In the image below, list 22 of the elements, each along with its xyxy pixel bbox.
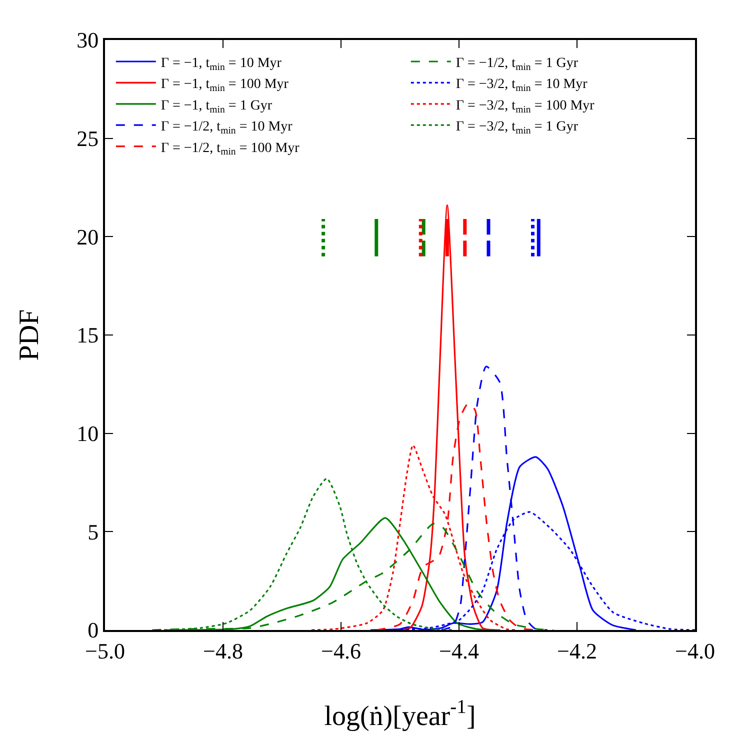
legend-label: Γ = −1/2, t$_{min}$ = 100 Myr [160,140,300,158]
y-tick-label: 10 [76,421,99,446]
x-tick-label: −4.2 [557,638,597,664]
x-tick-label: −4.6 [321,638,361,664]
legend-label: Γ = −3/2, t$_{min}$ = 10 Myr [456,77,588,94]
legend-label: Γ = −3/2, t$_{min}$ = 1 Gyr [456,120,578,136]
x-axis-title: log(ṅ)[year$^{-1}$] [324,697,476,732]
legend-label: Γ = −1, t$_{min}$ = 10 Myr [160,56,282,73]
legend-label: Γ = −3/2, t$_{min}$ = 100 Myr [456,98,595,116]
legend-label: Γ = −1/2, t$_{min}$ = 10 Myr [160,120,293,136]
legend-label: Γ = −1/2, t$_{min}$ = 1 Gyr [456,56,578,73]
legend-label: Γ = −1, t$_{min}$ = 1 Gyr [160,98,272,116]
y-axis-title: PDF [14,309,45,361]
x-tick-label: −4.8 [203,638,243,664]
y-tick-label: 25 [76,126,99,152]
x-tick-label: −4.0 [675,638,715,664]
x-tick-label: −4.4 [439,638,479,664]
legend-label: Γ = −1, t$_{min}$ = 100 Myr [160,77,289,94]
y-tick-label: 20 [76,224,99,250]
y-tick-label: 30 [76,28,99,53]
y-tick-label: 5 [88,519,99,544]
y-tick-label: 15 [76,322,99,348]
